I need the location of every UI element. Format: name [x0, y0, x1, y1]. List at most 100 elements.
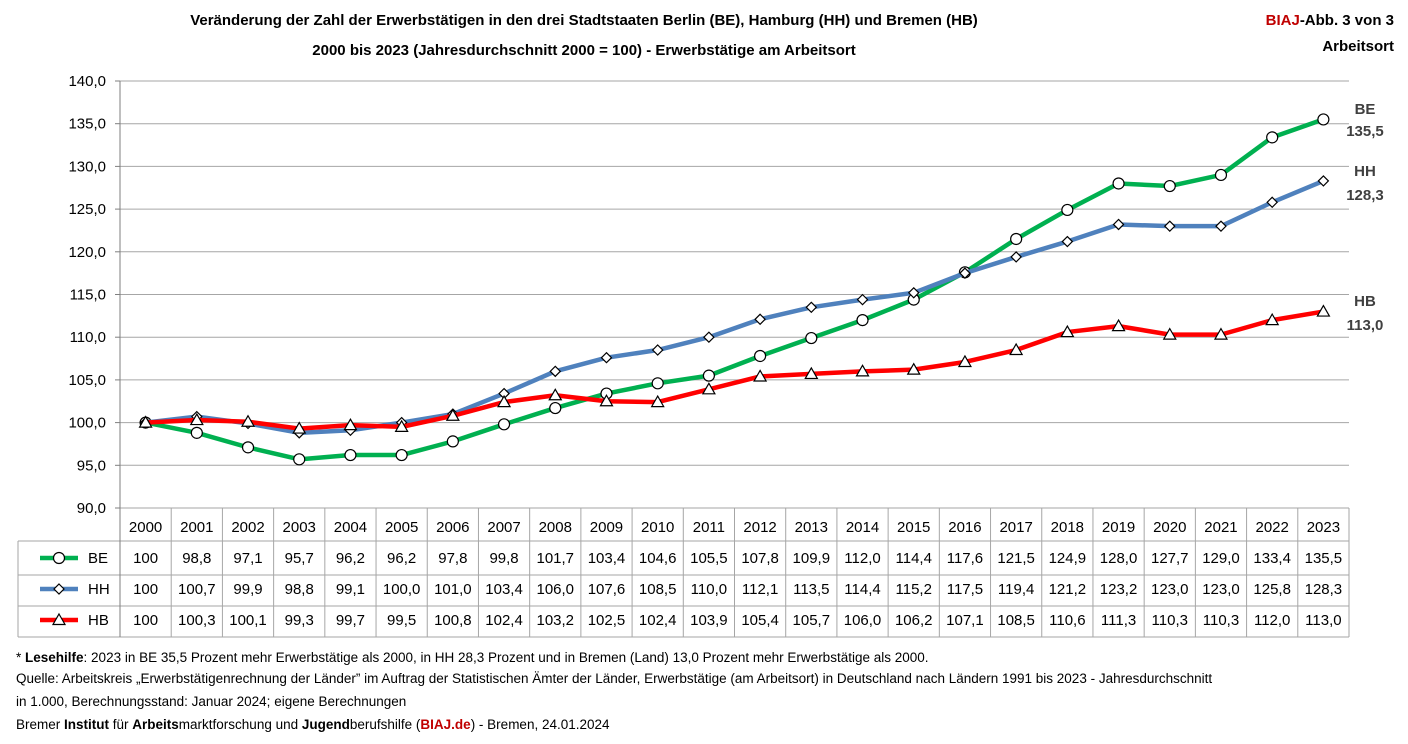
- y-tick-label: 115,0: [70, 287, 106, 304]
- x-tick-label: 2008: [539, 519, 572, 536]
- y-tick-label: 105,0: [68, 372, 106, 389]
- table-cell-hb: 105,4: [741, 612, 779, 629]
- table-cell-be: 121,5: [997, 550, 1035, 567]
- data-point-hh: [856, 293, 869, 306]
- table-cell-hb: 103,9: [690, 612, 728, 629]
- y-tick-label: 90,0: [77, 500, 106, 517]
- table-cell-hh: 119,4: [998, 581, 1034, 598]
- data-point-be: [702, 369, 715, 382]
- x-tick-label: 2018: [1051, 519, 1084, 536]
- table-cell-hb: 106,0: [844, 612, 882, 629]
- table-cell-be: 133,4: [1253, 550, 1291, 567]
- y-tick-label: 135,0: [68, 116, 106, 133]
- table-cell-hh: 123,2: [1100, 581, 1138, 598]
- x-tick-label: 2014: [846, 519, 879, 536]
- table-cell-hh: 128,3: [1305, 581, 1343, 598]
- table-cell-be: 135,5: [1305, 550, 1343, 567]
- table-cell-hb: 102,4: [485, 612, 523, 629]
- x-tick-label: 2006: [436, 519, 469, 536]
- data-point-hh: [1010, 251, 1022, 263]
- table-cell-be: 128,0: [1100, 550, 1138, 567]
- data-point-hh: [907, 286, 920, 299]
- table-cell-be: 96,2: [387, 550, 416, 567]
- table-cell-hb: 102,4: [639, 612, 677, 629]
- data-point-hb: [1213, 327, 1229, 340]
- legend-marker-be: [52, 551, 66, 565]
- table-cell-be: 103,4: [588, 550, 626, 567]
- figure-badge: BIAJ-Abb. 3 von 3: [1266, 12, 1394, 29]
- data-point-be: [293, 453, 306, 466]
- data-point-hb: [1111, 318, 1126, 332]
- table-cell-hh: 99,9: [233, 581, 262, 598]
- x-tick-label: 2001: [180, 519, 213, 536]
- table-cell-hb: 100: [133, 612, 158, 629]
- table-cell-hh: 107,6: [588, 581, 626, 598]
- table-cell-be: 107,8: [741, 550, 779, 567]
- reading-aid-label: Lesehilfe: [25, 650, 84, 665]
- table-cell-be: 104,6: [639, 550, 677, 567]
- x-tick-label: 2022: [1256, 519, 1289, 536]
- data-point-be: [497, 418, 511, 431]
- data-point-be: [1163, 179, 1176, 193]
- brand-label: BIAJ: [1265, 12, 1300, 29]
- data-point-be: [241, 441, 255, 454]
- credit-line: Bremer Institut für Arbeitsmarktforschun…: [16, 717, 610, 732]
- table-cell-hb: 103,2: [536, 612, 574, 629]
- data-point-be: [651, 377, 664, 390]
- x-tick-label: 2007: [487, 519, 520, 536]
- y-tick-label: 120,0: [68, 244, 106, 261]
- table-cell-hb: 108,5: [997, 612, 1035, 629]
- data-point-be: [395, 448, 408, 462]
- table-cell-hb: 102,5: [588, 612, 626, 629]
- data-point-hb: [394, 419, 409, 432]
- table-cell-hh: 123,0: [1202, 581, 1240, 598]
- table-cell-hh: 100: [133, 581, 158, 598]
- table-cell-be: 117,6: [947, 550, 983, 567]
- end-value-label-be: 135,5: [1346, 123, 1384, 140]
- end-value-label-hb: 113,0: [1347, 317, 1384, 334]
- table-cell-hh: 121,2: [1049, 581, 1087, 598]
- chart-title-line1: Veränderung der Zahl der Erwerbstätigen …: [190, 12, 978, 29]
- table-cell-hb: 100,1: [229, 612, 267, 629]
- legend-label-hb: HB: [88, 612, 109, 629]
- data-point-be: [1317, 113, 1330, 126]
- y-tick-label: 100,0: [68, 415, 106, 432]
- table-cell-be: 95,7: [285, 550, 314, 567]
- table-cell-hh: 115,2: [896, 581, 932, 598]
- data-point-be: [549, 401, 562, 415]
- table-cell-hb: 112,0: [1254, 612, 1290, 629]
- source-line-1: Quelle: Arbeitskreis „Erwerbstätigenrech…: [16, 671, 1213, 686]
- legend-label-be: BE: [88, 550, 108, 567]
- data-point-hb: [753, 369, 768, 382]
- data-point-be: [856, 314, 869, 327]
- x-tick-label: 2011: [693, 519, 725, 536]
- table-cell-hh: 123,0: [1151, 581, 1189, 598]
- table-cell-hb: 100,3: [178, 612, 216, 629]
- data-point-hh: [1215, 220, 1227, 233]
- data-point-hb: [189, 412, 204, 426]
- data-point-hh: [703, 331, 715, 344]
- data-point-hh: [805, 301, 818, 314]
- table-cell-hh: 110,0: [691, 581, 727, 598]
- table-cell-hh: 106,0: [536, 581, 574, 598]
- data-point-hh: [549, 365, 562, 378]
- y-tick-label: 140,0: [68, 73, 106, 90]
- end-value-label-hh: 128,3: [1346, 187, 1384, 204]
- biaj-link[interactable]: BIAJ.de: [420, 717, 471, 732]
- x-tick-label: 2003: [283, 519, 316, 536]
- table-cell-be: 105,5: [690, 550, 728, 567]
- data-point-hh: [1112, 218, 1125, 231]
- x-tick-label: 2016: [948, 519, 981, 536]
- data-point-hb: [1162, 327, 1177, 340]
- data-point-hh: [959, 267, 971, 279]
- table-cell-be: 112,0: [844, 550, 880, 567]
- data-point-hb: [240, 414, 256, 427]
- end-series-label-hb: HB: [1354, 293, 1376, 310]
- legend-label-hh: HH: [88, 581, 110, 598]
- y-tick-label: 125,0: [68, 201, 106, 218]
- data-point-hb: [650, 394, 665, 408]
- y-tick-label: 95,0: [77, 457, 106, 474]
- data-point-hb: [906, 362, 921, 375]
- series-line-hh: [145, 178, 1325, 436]
- data-point-hh: [754, 313, 766, 326]
